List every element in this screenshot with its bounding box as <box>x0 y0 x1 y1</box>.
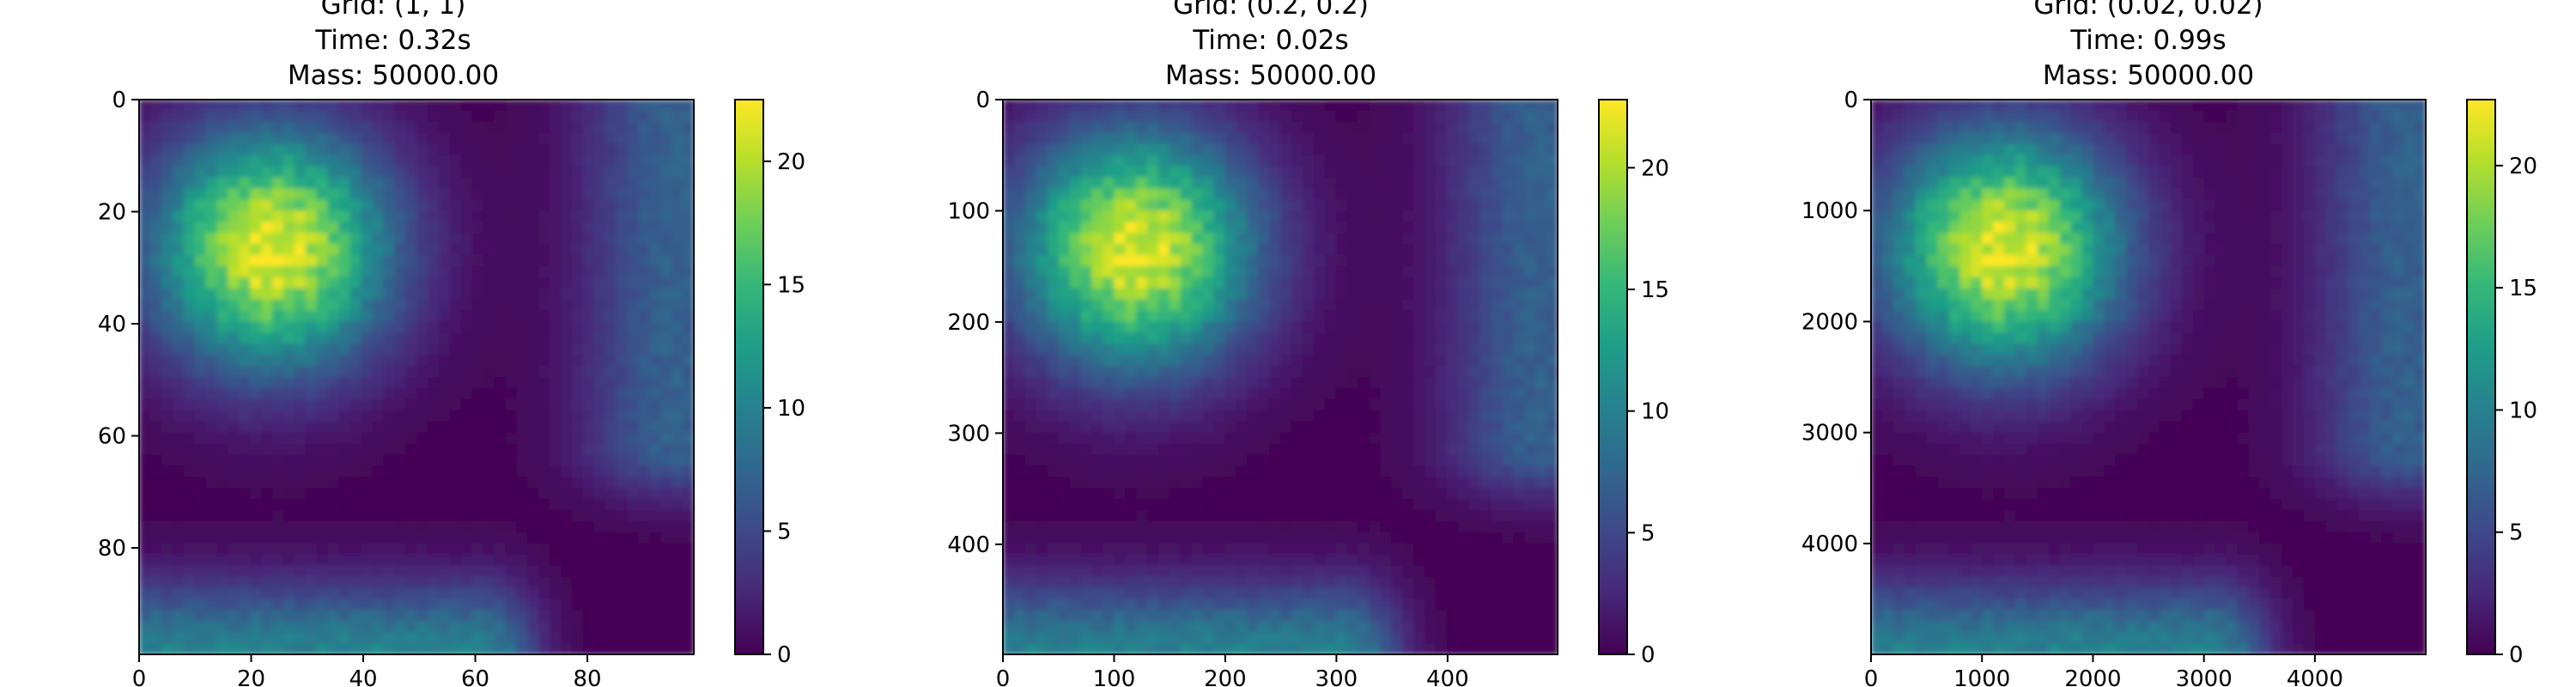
panel-3-colorbar-tick-label: 15 <box>2509 276 2537 301</box>
panel-3-xtick-label: 4000 <box>2287 666 2343 687</box>
panel-2-heatmap-image <box>1003 100 1558 654</box>
panel-1-ytick-label: 0 <box>112 88 126 113</box>
panel-1-colorbar-tick-label: 10 <box>777 396 805 422</box>
panel-3-ytick-label: 4000 <box>1801 532 1858 557</box>
panel-2-ytick-label: 0 <box>975 88 990 113</box>
panel-3-y-axis: 0 1000 2000 3000 4000 <box>1801 88 1871 557</box>
panel-3-plot-frame <box>1870 99 2427 655</box>
panel-1-colorbar-tick-label: 20 <box>777 149 805 175</box>
panel-3-colorbar-tick-label: 10 <box>2509 398 2537 423</box>
panel-2-xtick-label: 100 <box>1093 666 1136 687</box>
panel-3-xtick-label: 0 <box>1864 666 1879 687</box>
panel-1-xtick-label: 20 <box>237 666 265 687</box>
panel-1-heatmap-image <box>139 100 694 654</box>
panel-2-ytick-label: 200 <box>947 310 990 336</box>
panel-1-xtick-label: 40 <box>349 666 377 687</box>
panel-3-colorbar: 0 5 10 15 20 <box>2466 99 2537 668</box>
panel-3-ytick-label: 2000 <box>1801 309 1858 335</box>
panel-2-title-line-3: Mass: 50000.00 <box>1165 60 1376 91</box>
panel-3-colorbar-tick-label: 0 <box>2509 642 2524 668</box>
panel-1-xtick-label: 0 <box>132 666 147 687</box>
panel-2-colorbar: 0 5 10 15 20 <box>1598 99 1669 668</box>
panel-1-colorbar-tick-label: 0 <box>777 642 792 668</box>
panel-1-colorbar-tick-label: 15 <box>777 272 805 298</box>
panel-2-x-axis: 0 100 200 300 400 <box>996 654 1469 687</box>
panel-3-colorbar-tick-label: 20 <box>2509 154 2537 179</box>
panel-2-title-line-2: Time: 0.02s <box>1192 25 1348 56</box>
panel-2-colorbar-tick-label: 20 <box>1641 155 1669 181</box>
panel-1-title-line-1: Grid: (1, 1) <box>321 0 466 21</box>
panel-2-xtick-label: 300 <box>1315 666 1358 687</box>
panel-3-title-line-3: Mass: 50000.00 <box>2043 60 2254 91</box>
panel-1-colorbar-gradient <box>734 99 764 655</box>
panel-2-ytick-label: 100 <box>947 198 990 224</box>
panel-3-colorbar-gradient <box>2466 99 2496 655</box>
panel-1-ytick-label: 20 <box>98 200 126 226</box>
heatmap-panel-3: Grid: (0.02, 0.02) Time: 0.99s Mass: 500… <box>1801 0 2537 687</box>
panel-1-title-line-2: Time: 0.32s <box>314 25 471 56</box>
panel-3-xtick-label: 3000 <box>2176 666 2233 687</box>
panel-2-colorbar-tick-label: 0 <box>1641 642 1656 668</box>
panel-1-ytick-label: 40 <box>98 312 126 337</box>
heatmap-panel-2: Grid: (0.2, 0.2) Time: 0.02s Mass: 50000… <box>947 0 1669 687</box>
panel-2-xtick-label: 200 <box>1204 666 1247 687</box>
panel-3-title-line-1: Grid: (0.02, 0.02) <box>2033 0 2263 21</box>
panel-1-xtick-label: 80 <box>573 666 601 687</box>
panel-2-colorbar-tick-label: 5 <box>1641 520 1656 546</box>
panel-2-xtick-label: 0 <box>996 666 1011 687</box>
panel-1-plot-frame <box>138 99 695 655</box>
panel-2-colorbar-tick-label: 15 <box>1641 277 1669 303</box>
panel-2-title-line-1: Grid: (0.2, 0.2) <box>1173 0 1369 21</box>
panel-2-ytick-label: 400 <box>947 532 990 558</box>
panel-3-ytick-label: 3000 <box>1801 421 1858 447</box>
panel-1-colorbar-tick-label: 5 <box>777 519 792 544</box>
panel-1-title-line-3: Mass: 50000.00 <box>288 60 499 91</box>
panel-1-x-axis: 0 20 40 60 80 <box>132 654 602 687</box>
panel-1-ytick-label: 60 <box>98 424 126 450</box>
panel-3-xtick-label: 2000 <box>2064 666 2121 687</box>
panel-3-title-line-2: Time: 0.99s <box>2069 25 2226 56</box>
panel-2-colorbar-tick-label: 10 <box>1641 399 1669 425</box>
panel-2-ytick-label: 300 <box>947 421 990 447</box>
panel-2-xtick-label: 400 <box>1426 666 1469 687</box>
panel-1-colorbar: 0 5 10 15 20 <box>734 99 805 668</box>
panel-2-plot-frame <box>1002 99 1558 655</box>
panel-3-xtick-label: 1000 <box>1953 666 2010 687</box>
panel-1-ytick-label: 80 <box>98 536 126 562</box>
panel-1-y-axis: 0 20 40 60 80 <box>98 88 139 562</box>
panel-2-y-axis: 0 100 200 300 400 <box>947 88 1003 558</box>
panel-3-colorbar-tick-label: 5 <box>2509 520 2524 546</box>
heatmap-panel-1: Grid: (1, 1) Time: 0.32s Mass: 50000.00 … <box>98 0 805 687</box>
panel-2-colorbar-gradient <box>1598 99 1628 655</box>
panel-3-ytick-label: 1000 <box>1801 198 1858 224</box>
panel-3-heatmap-image <box>1871 100 2426 654</box>
panel-3-x-axis: 0 1000 2000 3000 4000 <box>1864 654 2343 687</box>
panel-1-xtick-label: 60 <box>461 666 489 687</box>
panel-3-ytick-label: 0 <box>1844 88 1858 113</box>
